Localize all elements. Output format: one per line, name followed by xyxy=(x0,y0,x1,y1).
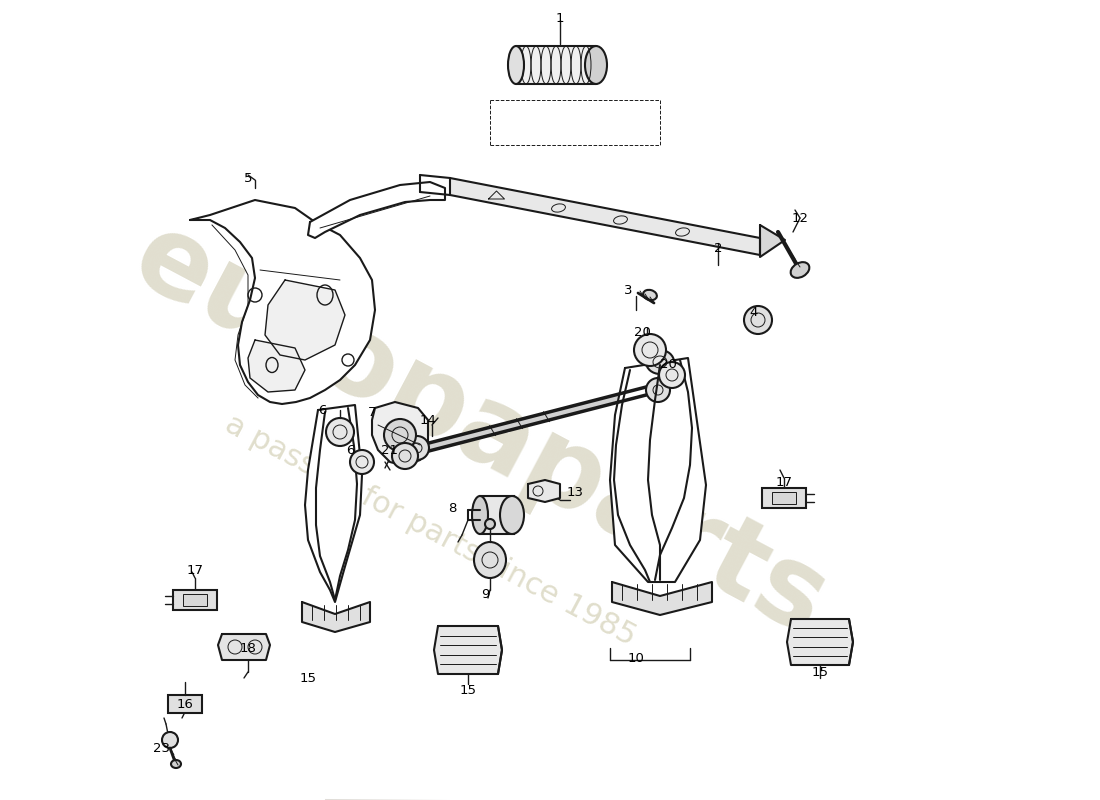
Text: a passion for parts since 1985: a passion for parts since 1985 xyxy=(220,409,640,651)
Text: 20: 20 xyxy=(634,326,650,338)
Polygon shape xyxy=(265,280,345,360)
Polygon shape xyxy=(516,46,596,84)
Circle shape xyxy=(392,443,418,469)
Polygon shape xyxy=(528,480,560,502)
Polygon shape xyxy=(612,582,712,615)
Polygon shape xyxy=(302,602,370,632)
Bar xyxy=(762,488,806,508)
Circle shape xyxy=(659,362,685,388)
Polygon shape xyxy=(218,634,270,660)
Bar xyxy=(183,594,207,606)
Circle shape xyxy=(384,419,416,451)
Bar xyxy=(168,695,202,713)
Polygon shape xyxy=(372,402,428,466)
Text: 2: 2 xyxy=(714,242,723,254)
Ellipse shape xyxy=(508,46,524,84)
Text: 9: 9 xyxy=(481,589,490,602)
Text: europaparts: europaparts xyxy=(116,202,845,658)
Circle shape xyxy=(634,334,665,366)
Text: 8: 8 xyxy=(448,502,456,514)
Text: 5: 5 xyxy=(244,171,252,185)
Polygon shape xyxy=(425,386,650,452)
Text: 21: 21 xyxy=(382,443,398,457)
Ellipse shape xyxy=(646,350,674,374)
Bar xyxy=(173,590,217,610)
Text: 23: 23 xyxy=(154,742,170,754)
Ellipse shape xyxy=(585,46,607,84)
Polygon shape xyxy=(610,358,706,582)
Text: 15: 15 xyxy=(460,683,476,697)
Text: 15: 15 xyxy=(812,666,828,678)
Polygon shape xyxy=(786,619,852,665)
Text: 4: 4 xyxy=(750,306,758,318)
Circle shape xyxy=(405,436,429,460)
Text: 3: 3 xyxy=(624,283,632,297)
Polygon shape xyxy=(308,182,446,238)
Ellipse shape xyxy=(474,542,506,578)
Ellipse shape xyxy=(644,290,657,300)
Ellipse shape xyxy=(170,760,182,768)
Ellipse shape xyxy=(485,519,495,529)
Ellipse shape xyxy=(500,496,524,534)
Text: 18: 18 xyxy=(240,642,256,654)
Text: 20: 20 xyxy=(660,358,676,371)
Text: 15: 15 xyxy=(299,671,317,685)
Text: 6: 6 xyxy=(318,403,327,417)
Circle shape xyxy=(326,418,354,446)
Text: 14: 14 xyxy=(419,414,437,426)
Text: 10: 10 xyxy=(628,651,645,665)
Text: 13: 13 xyxy=(566,486,583,498)
Polygon shape xyxy=(434,626,502,674)
Polygon shape xyxy=(190,200,375,404)
Bar xyxy=(480,496,514,534)
Circle shape xyxy=(646,378,670,402)
Circle shape xyxy=(744,306,772,334)
Ellipse shape xyxy=(472,496,488,534)
Text: 12: 12 xyxy=(792,211,808,225)
Text: 6: 6 xyxy=(345,443,354,457)
Text: 7: 7 xyxy=(367,406,376,418)
Polygon shape xyxy=(248,340,305,392)
Polygon shape xyxy=(305,405,362,602)
Ellipse shape xyxy=(791,262,810,278)
Text: 16: 16 xyxy=(177,698,194,711)
Polygon shape xyxy=(760,225,785,257)
Circle shape xyxy=(350,450,374,474)
Text: 1: 1 xyxy=(556,11,564,25)
Polygon shape xyxy=(450,178,760,255)
Circle shape xyxy=(162,732,178,748)
Bar xyxy=(772,492,796,504)
Text: 17: 17 xyxy=(776,475,792,489)
Text: 17: 17 xyxy=(187,563,204,577)
